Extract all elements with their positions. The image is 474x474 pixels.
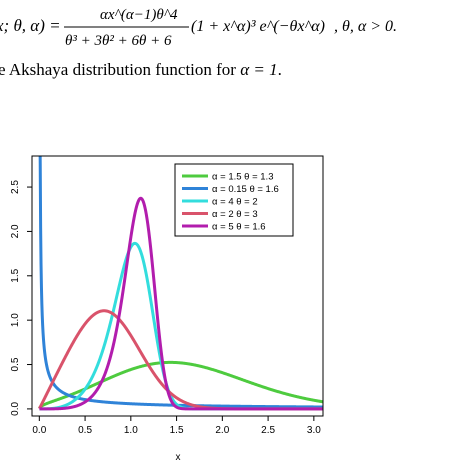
legend-label-1: α = 0.15 θ = 1.6 — [212, 184, 279, 195]
x-axis-label: x — [176, 452, 181, 463]
legend-label-3: α = 2 θ = 3 — [212, 209, 258, 220]
y-tick-label: 1.0 — [10, 313, 21, 327]
x-tick-label: 1.5 — [170, 425, 184, 436]
caption-prefix: e Akshaya distribution function for — [0, 60, 241, 79]
y-tick-label: 0.5 — [10, 357, 21, 371]
equation-numerator: αx^(α−1)θ^4 — [100, 7, 178, 23]
legend-label-4: α = 5 θ = 1.6 — [212, 222, 266, 233]
x-tick-label: 2.0 — [215, 425, 229, 436]
density-equation: x; θ, α) = αx^(α−1)θ^4 θ³ + 3θ² + 6θ + 6… — [0, 0, 474, 56]
caption-math: α = 1 — [240, 60, 278, 79]
x-tick-label: 0.5 — [78, 425, 92, 436]
legend-label-2: α = 4 θ = 2 — [212, 197, 258, 208]
figure-caption: e Akshaya distribution function for α = … — [0, 60, 282, 80]
y-tick-label: 1.5 — [10, 268, 21, 282]
legend: α = 1.5 θ = 1.3α = 0.15 θ = 1.6 α = 4 θ =… — [174, 163, 294, 237]
y-tick-label: 2.0 — [10, 224, 21, 238]
x-tick-label: 0.0 — [32, 425, 46, 436]
curves — [38, 156, 323, 411]
density-chart: 0.0 0.5 1.0 1.5 2.0 2.5 3.00.00.51.01.52.02.5 … — [10, 155, 324, 463]
y-tick-label: 2.5 — [10, 180, 21, 194]
y-tick-label: 0.0 — [10, 402, 21, 416]
equation-denominator: θ³ + 3θ² + 6θ + 6 — [65, 33, 172, 49]
legend-label-0: α = 1.5 θ = 1.3 — [212, 172, 273, 183]
axes: 0.0 0.5 1.0 1.5 2.0 2.5 3.0 0.0 0.5 1.0 1.5 2.0 2.5 — [10, 180, 321, 436]
equation-factor: (1 + x^α)³ e^(−θx^α) — [191, 18, 325, 35]
x-tick-label: 3.0 — [307, 425, 321, 436]
equation-condition: , θ, α > 0. — [334, 18, 397, 35]
equation-lhs: x; θ, α) = — [0, 16, 61, 35]
x-tick-label: 1.0 — [124, 425, 138, 436]
plot-frame — [31, 155, 324, 417]
caption-suffix: . — [277, 60, 282, 79]
series-line-4 — [39, 196, 323, 411]
x-tick-label: 2.5 — [261, 425, 275, 436]
